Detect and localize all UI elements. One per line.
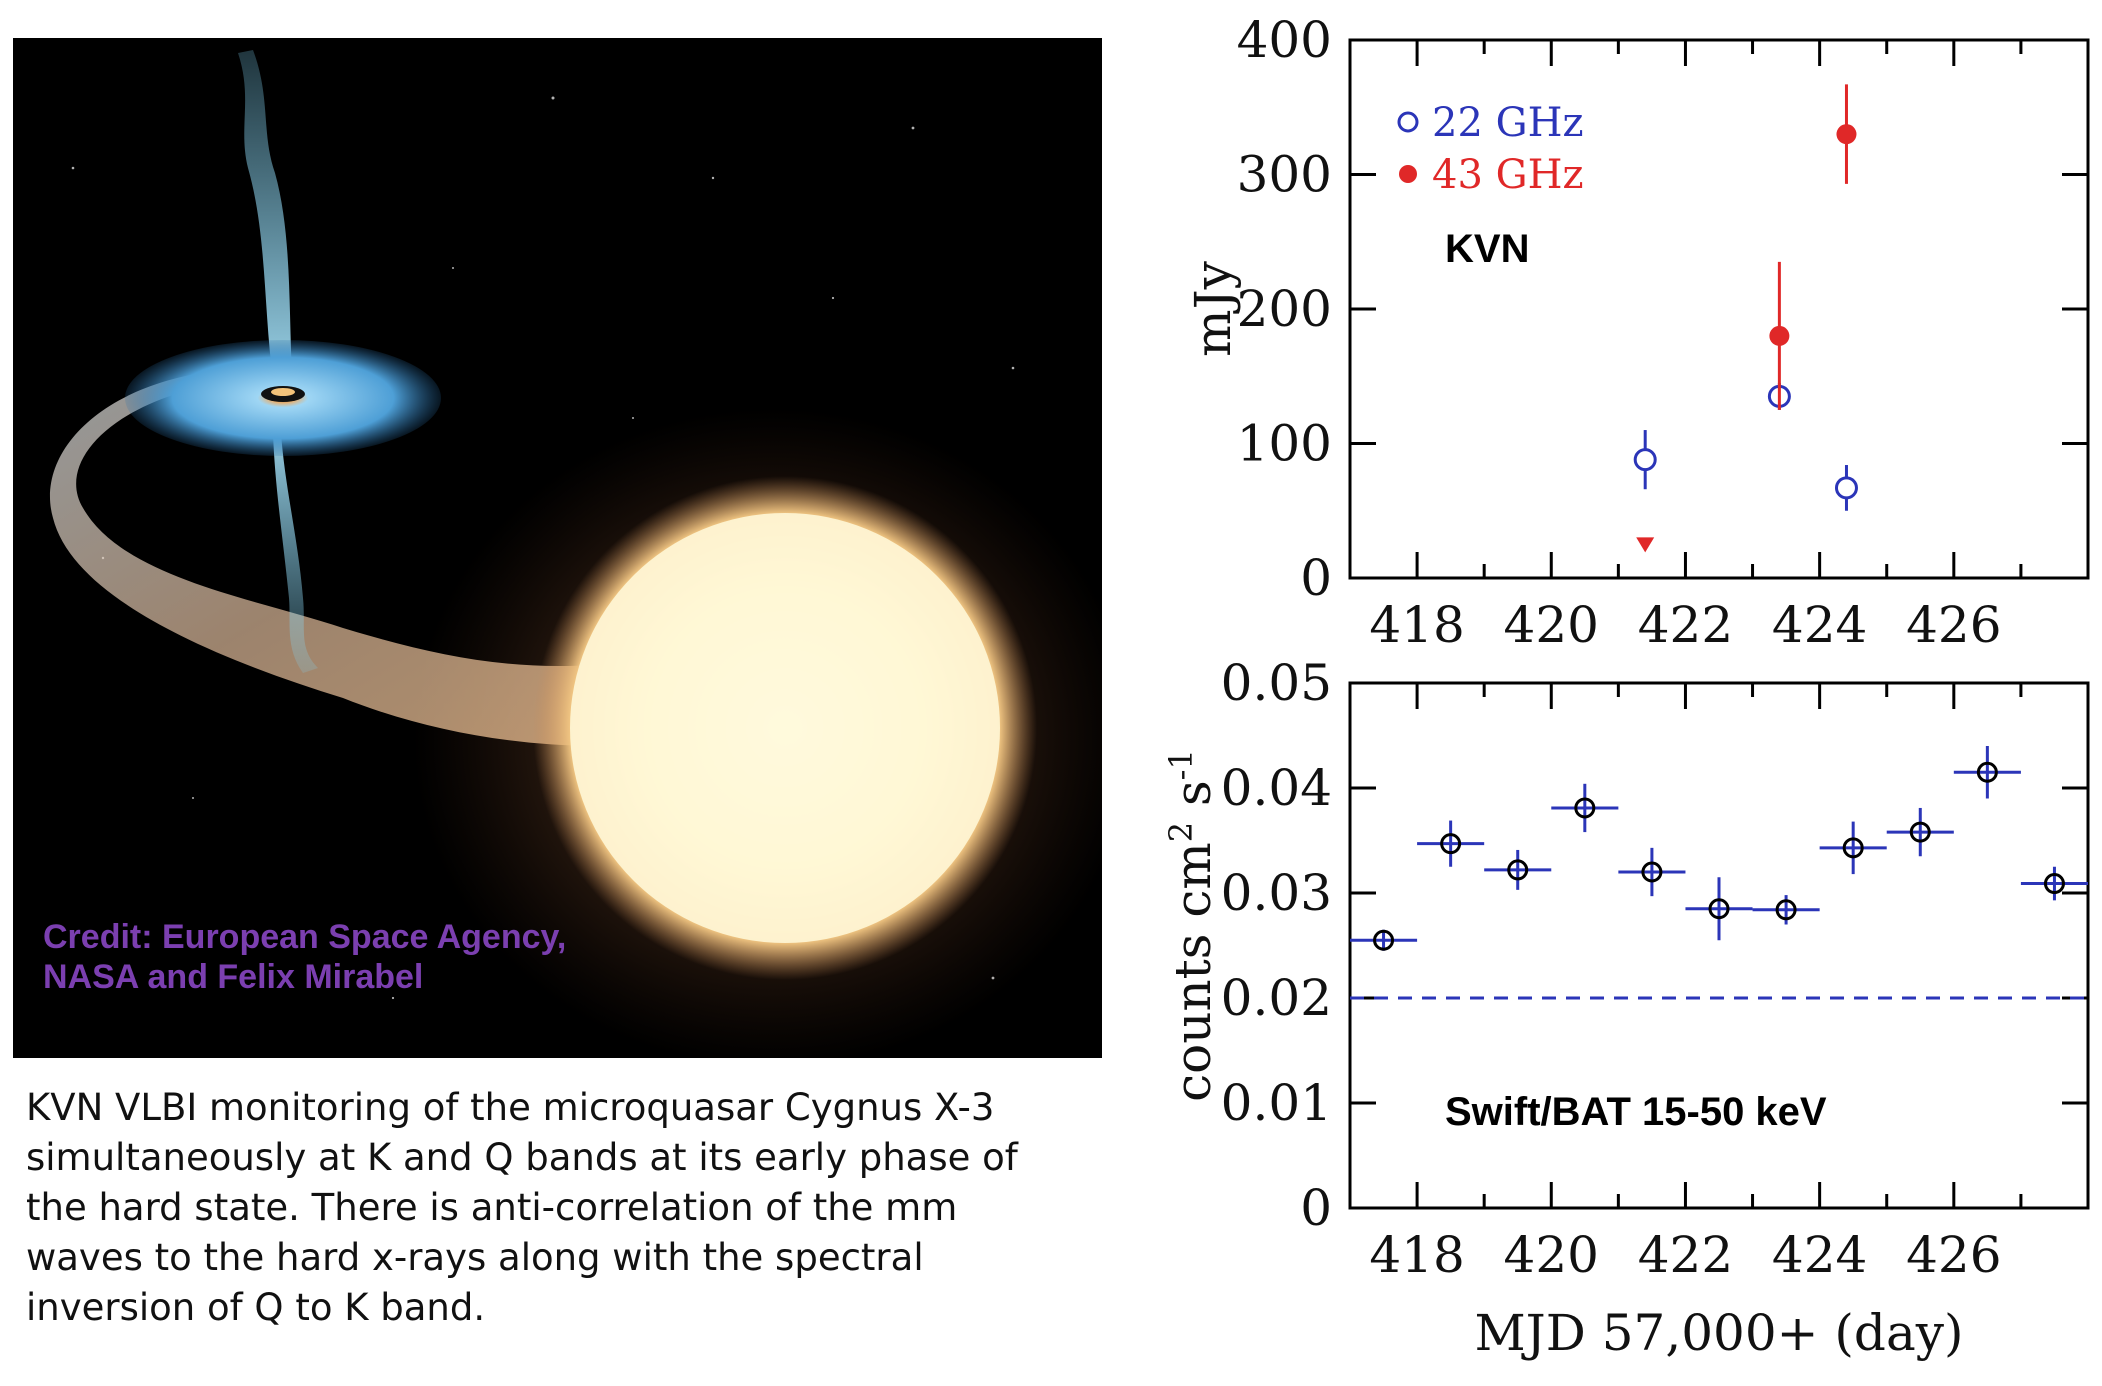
caption-line: simultaneously at K and Q bands at its e… — [26, 1136, 1018, 1179]
y-tick-label: 0 — [1300, 1179, 1332, 1237]
y-tick-label: 400 — [1237, 11, 1332, 69]
credit-line-2: NASA and Felix Mirabel — [43, 958, 424, 996]
ylabel-sup: -1 — [1162, 749, 1200, 780]
data-point — [1574, 797, 1596, 819]
data-point-22ghz — [1633, 448, 1657, 472]
x-axis-label: MJD 57,000+ (day) — [1474, 1304, 1963, 1362]
data-point — [1909, 821, 1931, 843]
x-tick-label: 424 — [1772, 1226, 1867, 1284]
data-point — [1842, 837, 1864, 859]
x-tick-label: 420 — [1504, 596, 1599, 654]
x-tick-label: 426 — [1906, 596, 2001, 654]
caption-line: inversion of Q to K band. — [26, 1286, 486, 1329]
y-tick-label: 0.03 — [1221, 864, 1332, 922]
ylabel-part: s — [1164, 780, 1222, 822]
x-tick-label: 418 — [1369, 1226, 1464, 1284]
figure-caption: KVN VLBI monitoring of the microquasar C… — [26, 1083, 1106, 1333]
y-tick-label: 300 — [1237, 146, 1332, 204]
swift-annotation: Swift/BAT 15-50 keV — [1445, 1090, 1827, 1134]
legend-22ghz-marker — [1397, 111, 1419, 133]
x-tick-label: 422 — [1638, 1226, 1733, 1284]
data-point-43ghz — [1769, 325, 1790, 346]
x-tick-label: 420 — [1504, 1226, 1599, 1284]
x-tick-label: 426 — [1906, 1226, 2001, 1284]
bottom-plot-frame — [1348, 681, 2090, 1210]
x-tick-label: 424 — [1772, 596, 1867, 654]
y-tick-label: 100 — [1237, 415, 1332, 473]
data-point — [2043, 873, 2065, 895]
x-tick-label: 418 — [1369, 596, 1464, 654]
legend-22ghz-label: 22 GHz — [1432, 100, 1584, 146]
data-point — [1641, 861, 1663, 883]
data-point-43ghz — [1836, 124, 1857, 145]
ylabel-sup: 2 — [1162, 822, 1200, 842]
charts-area: 418 420 422 424 426 0 100 200 300 400 mJy KVN 22 … — [1162, 11, 2090, 1362]
top-legend: 22 GHz 43 GHz — [1397, 100, 1584, 198]
y-tick-label: 0.04 — [1221, 759, 1332, 817]
caption-line: waves to the hard x-rays along with the … — [26, 1236, 924, 1279]
y-tick-label: 200 — [1237, 280, 1332, 338]
legend-43ghz-label: 43 GHz — [1432, 152, 1584, 198]
bottom-y-axis-label: counts cm2 s-1 — [1162, 749, 1222, 1102]
kvn-flux-chart: 418 420 422 424 426 0 100 200 300 400 mJy KVN 22 … — [1184, 11, 2090, 654]
data-point — [1708, 898, 1730, 920]
data-point — [1373, 929, 1395, 951]
y-tick-label: 0 — [1300, 549, 1332, 607]
upper-limit-marker — [1636, 537, 1655, 553]
y-tick-label: 0.05 — [1221, 654, 1332, 712]
data-point — [1507, 859, 1529, 881]
kvn-annotation: KVN — [1445, 227, 1529, 271]
swift-bat-chart: 418 420 422 424 426 0 0.01 0.02 0.03 0.04 0.05 Swi… — [1162, 654, 2090, 1362]
ylabel-part: counts cm — [1164, 842, 1222, 1102]
credit-line-1: Credit: European Space Agency, — [43, 918, 567, 956]
y-tick-label: 0.02 — [1221, 969, 1332, 1027]
data-point — [1440, 833, 1462, 855]
data-point-22ghz — [1834, 476, 1858, 500]
data-point — [1976, 761, 1998, 783]
legend-43ghz-marker — [1399, 165, 1417, 183]
x-tick-label: 422 — [1638, 596, 1733, 654]
data-point — [1775, 899, 1797, 921]
caption-line: the hard state. There is anti-correlatio… — [26, 1186, 958, 1229]
artwork-illustration — [49, 50, 1102, 1058]
artwork-panel: Credit: European Space Agency, NASA and … — [13, 38, 1102, 1058]
y-tick-label: 0.01 — [1221, 1074, 1332, 1132]
caption-line: KVN VLBI monitoring of the microquasar C… — [26, 1086, 995, 1129]
top-y-axis-label: mJy — [1184, 260, 1242, 356]
